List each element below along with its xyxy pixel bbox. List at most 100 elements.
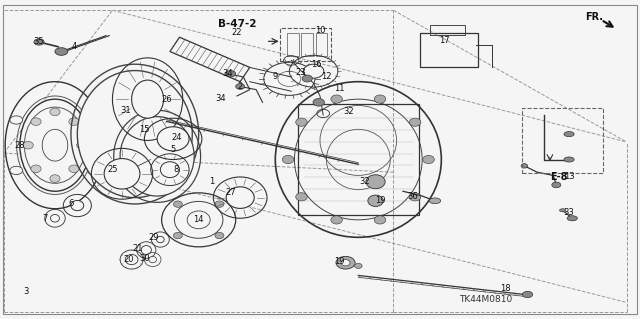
Text: 16: 16 [312,60,322,69]
Ellipse shape [374,216,386,224]
Ellipse shape [104,159,140,189]
Ellipse shape [282,155,294,164]
Ellipse shape [50,108,60,116]
Ellipse shape [71,200,84,211]
Text: 10: 10 [315,26,325,35]
Text: 17: 17 [439,36,450,45]
Ellipse shape [187,211,210,229]
Text: 26: 26 [161,95,172,104]
Ellipse shape [50,175,60,182]
Text: FR.: FR. [585,12,603,22]
Ellipse shape [303,64,324,78]
Ellipse shape [125,255,138,265]
Text: 1: 1 [209,177,214,186]
Ellipse shape [69,165,79,173]
Text: E-8: E-8 [550,172,568,182]
Text: 13: 13 [564,173,574,182]
Ellipse shape [20,99,90,191]
Ellipse shape [10,166,22,174]
Ellipse shape [157,127,189,151]
Ellipse shape [226,187,254,208]
Ellipse shape [410,118,421,126]
Ellipse shape [564,157,574,162]
Text: 18: 18 [500,284,511,293]
Ellipse shape [366,175,385,189]
Ellipse shape [341,260,350,266]
Text: B-47-2: B-47-2 [218,19,257,29]
Text: 4: 4 [72,42,77,51]
Ellipse shape [77,70,192,197]
Ellipse shape [31,165,41,173]
Ellipse shape [34,39,44,45]
Ellipse shape [564,131,574,137]
Text: 28: 28 [15,141,25,150]
Ellipse shape [69,118,79,125]
Text: 34: 34 [216,94,227,103]
Text: 27: 27 [225,188,236,197]
Ellipse shape [31,118,41,125]
Text: 2: 2 [237,82,243,91]
Text: 9: 9 [273,72,278,81]
Ellipse shape [296,118,307,126]
Ellipse shape [374,95,386,103]
Text: 15: 15 [139,125,150,134]
Ellipse shape [552,182,561,188]
Ellipse shape [296,193,307,201]
Ellipse shape [215,201,224,207]
Ellipse shape [567,216,577,221]
Ellipse shape [87,166,100,174]
Text: 33: 33 [564,208,575,217]
Ellipse shape [157,236,164,243]
Ellipse shape [149,256,157,263]
Ellipse shape [23,141,33,149]
Ellipse shape [331,216,342,224]
Text: 23: 23 [296,68,306,77]
Text: 19: 19 [334,257,344,266]
Ellipse shape [521,164,527,168]
Ellipse shape [24,107,86,183]
Text: 29: 29 [148,233,159,242]
Text: 24: 24 [171,133,182,142]
Ellipse shape [368,195,383,206]
Text: 14: 14 [193,215,204,224]
Text: 7: 7 [43,214,48,223]
Ellipse shape [132,80,164,118]
Text: 8: 8 [173,165,179,174]
Ellipse shape [55,48,68,55]
Text: 11: 11 [334,85,344,93]
Ellipse shape [410,193,421,201]
Text: 32: 32 [360,177,370,186]
Ellipse shape [141,246,152,255]
Ellipse shape [302,75,312,82]
Text: 5: 5 [170,145,176,154]
Text: 25: 25 [108,165,118,174]
Ellipse shape [313,99,324,106]
Text: 36: 36 [407,192,418,201]
Ellipse shape [423,155,435,164]
Ellipse shape [236,84,244,89]
Text: 19: 19 [376,196,386,205]
Ellipse shape [173,201,182,207]
Text: 30: 30 [139,254,150,263]
Text: 34: 34 [222,69,233,78]
Text: 12: 12 [321,72,332,81]
Ellipse shape [120,117,194,196]
Ellipse shape [522,291,532,298]
Text: 3: 3 [24,287,29,296]
Text: TK44M0810: TK44M0810 [460,295,513,304]
Ellipse shape [173,232,182,239]
Ellipse shape [336,256,355,269]
Ellipse shape [331,95,342,103]
Ellipse shape [77,141,87,149]
Ellipse shape [215,232,224,239]
Ellipse shape [559,209,566,212]
Ellipse shape [161,162,179,178]
Text: 31: 31 [120,106,131,115]
Text: 6: 6 [68,199,74,208]
Ellipse shape [10,116,22,124]
Text: 32: 32 [344,107,354,116]
Ellipse shape [87,116,100,124]
Ellipse shape [51,214,60,222]
Ellipse shape [429,198,441,204]
Ellipse shape [355,263,362,269]
